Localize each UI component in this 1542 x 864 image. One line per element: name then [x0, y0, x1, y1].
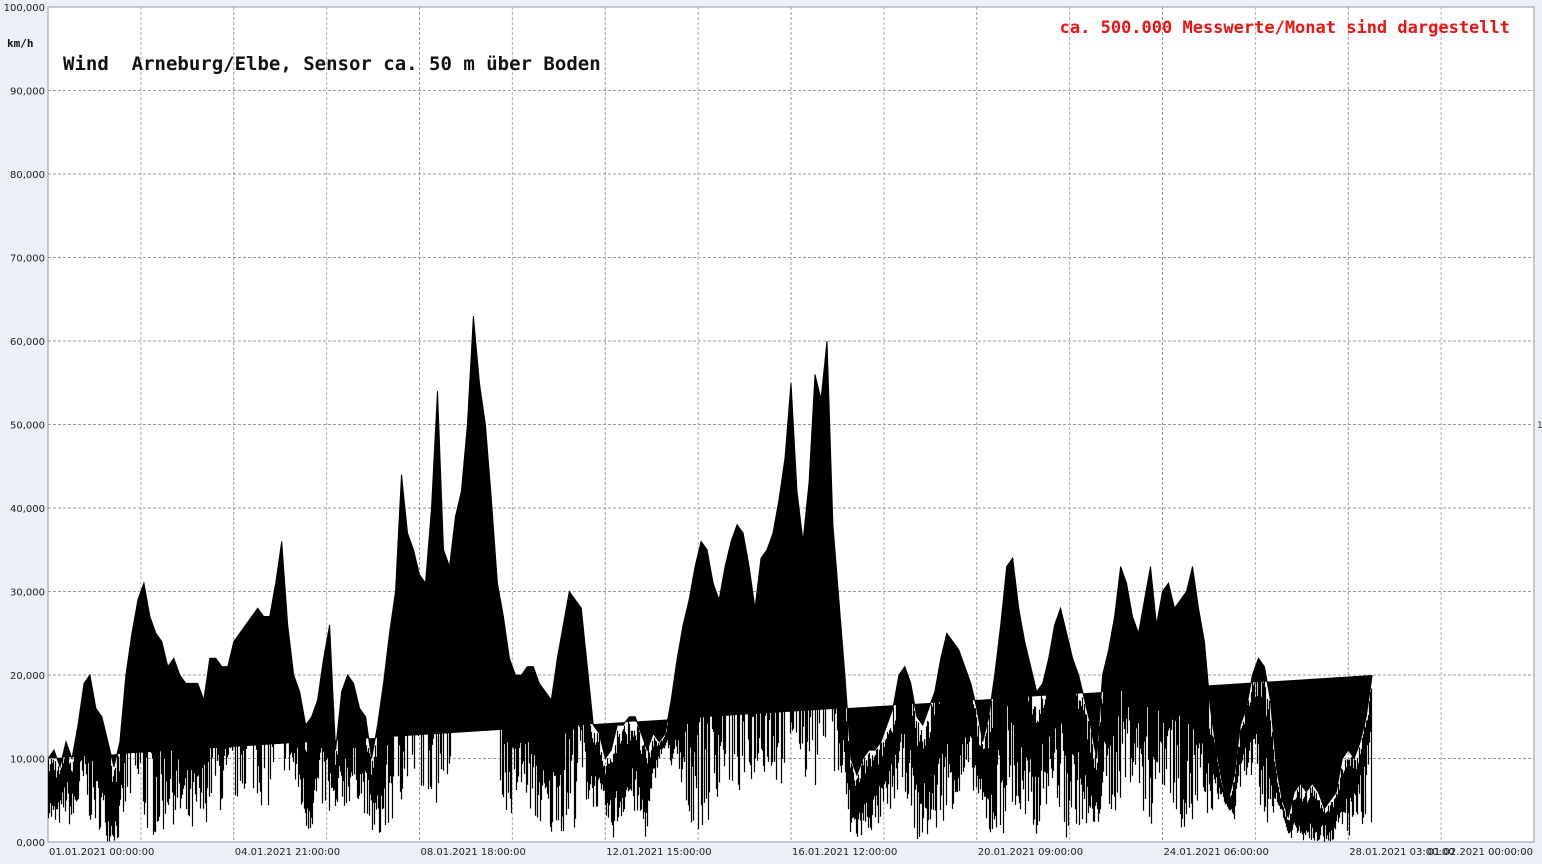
y-tick-label: 10,000 — [10, 755, 45, 766]
series-area — [47, 315, 1373, 842]
y-tick-label: 100,000 — [4, 3, 45, 14]
y-tick-label: 50,000 — [10, 421, 45, 432]
y-tick-label: 80,000 — [10, 170, 45, 181]
x-tick-label: 01.01.2021 00:00:00 — [49, 847, 154, 858]
y-axis-ticks: 0,000 10,000 20,000 30,000 40,000 50,000 60,00… — [4, 3, 45, 849]
chart-title: Wind Arneburg/Elbe, Sensor ca. 50 m über… — [63, 53, 601, 75]
right-edge-marker: 1 — [1537, 421, 1542, 431]
y-tick-label: 30,000 — [10, 588, 45, 599]
x-tick-label: 08.01.2021 18:00:00 — [421, 847, 526, 858]
sample-count-note: ca. 500.000 Messwerte/Monat sind dargest… — [1060, 18, 1510, 38]
wind-speed-samples — [47, 353, 1373, 842]
x-tick-label: 12.01.2021 15:00:00 — [606, 847, 711, 858]
y-tick-label: 60,000 — [10, 337, 45, 348]
x-tick-label: 01.02.2021 00:00:00 — [1428, 847, 1533, 858]
x-axis-ticks: 01.01.2021 00:00:00 04.01.2021 21:00:00 08… — [49, 847, 1533, 858]
x-tick-label: 16.01.2021 12:00:00 — [792, 847, 897, 858]
x-tick-label: 24.01.2021 06:00:00 — [1164, 847, 1269, 858]
y-tick-label: 0,000 — [16, 838, 45, 849]
x-tick-label: 20.01.2021 09:00:00 — [978, 847, 1083, 858]
y-tick-label: 20,000 — [10, 671, 45, 682]
x-tick-label: 28.01.2021 03:00:00 — [1349, 847, 1454, 858]
x-tick-label: 04.01.2021 21:00:00 — [235, 847, 340, 858]
y-axis-unit: km/h — [7, 37, 34, 50]
y-tick-label: 90,000 — [10, 87, 45, 98]
y-tick-label: 40,000 — [10, 504, 45, 515]
y-tick-label: 70,000 — [10, 254, 45, 265]
